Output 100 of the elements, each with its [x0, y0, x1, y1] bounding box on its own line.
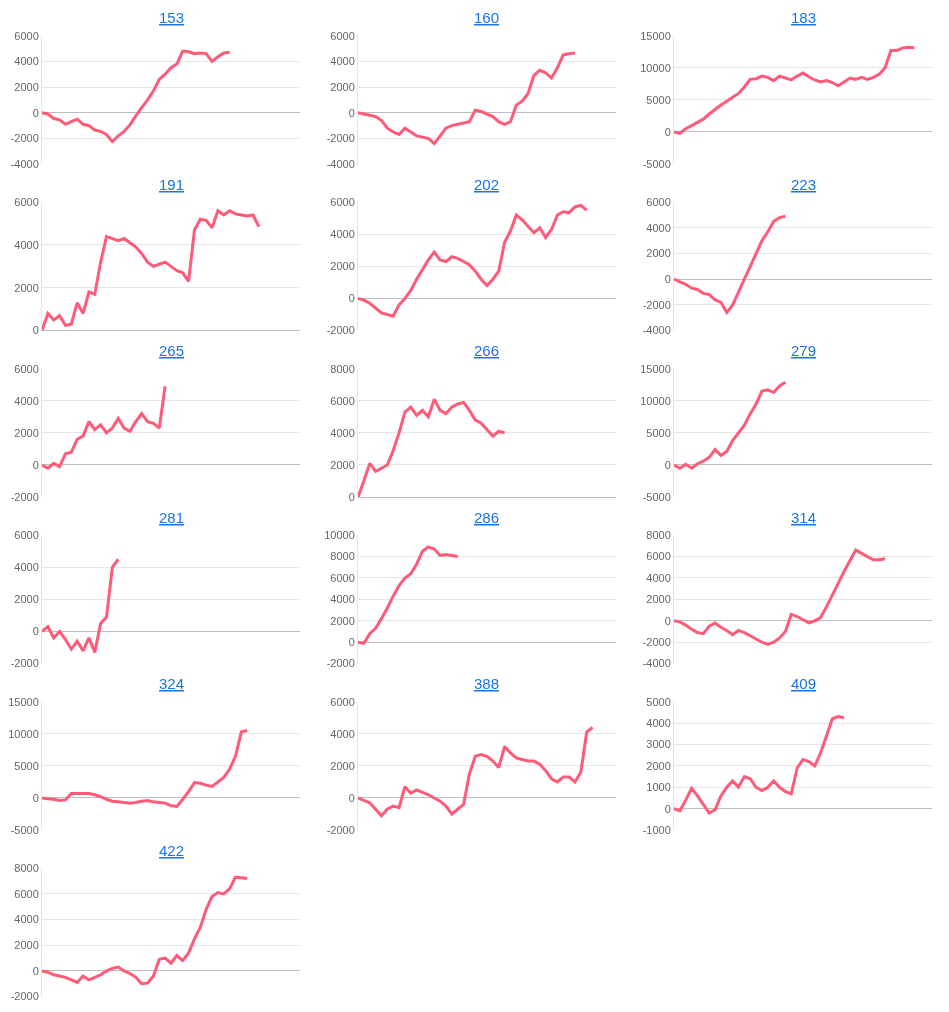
y-tick-label: 10000 — [8, 727, 39, 740]
y-tick-label: 6000 — [646, 550, 671, 563]
y-tick-label: 3000 — [646, 738, 671, 751]
chart-title: 223 — [791, 176, 817, 193]
chart-title: 183 — [791, 9, 817, 26]
y-tick-label: -2000 — [10, 132, 39, 145]
y-tick-label: 15000 — [8, 695, 39, 708]
y-tick-label: 6000 — [330, 695, 355, 708]
line-series — [358, 51, 577, 146]
y-tick-label: -1000 — [642, 823, 671, 836]
y-tick-label: 6000 — [330, 394, 355, 407]
chart-title: 202 — [474, 176, 500, 193]
line-series — [358, 725, 595, 818]
y-tick-label: -5000 — [642, 157, 671, 170]
y-tick-label: 0 — [348, 106, 355, 119]
y-tick-label: 0 — [664, 125, 671, 138]
y-tick-label: 2000 — [330, 759, 355, 772]
chart-title: 281 — [159, 509, 185, 526]
chart-title: 409 — [791, 675, 817, 692]
chart-title: 314 — [791, 509, 817, 526]
y-tick-label: 1000 — [646, 781, 671, 794]
chart-title: 422 — [159, 842, 185, 859]
y-tick-label: 6000 — [646, 196, 671, 208]
y-tick-label: 0 — [664, 458, 671, 471]
line-series — [42, 384, 167, 470]
y-tick-label: 8000 — [330, 550, 355, 563]
line-series — [674, 715, 846, 815]
line-series — [42, 729, 249, 808]
y-tick-label: 4000 — [330, 55, 355, 68]
y-tick-label: -2000 — [326, 823, 355, 836]
chart-title: 265 — [159, 342, 185, 359]
y-tick-label: 0 — [348, 292, 355, 305]
y-tick-label: 0 — [32, 458, 39, 471]
y-tick-label: 2000 — [330, 260, 355, 273]
y-tick-label: 6000 — [330, 196, 355, 208]
chart-title: 388 — [474, 675, 500, 692]
line-series — [674, 380, 787, 470]
y-tick-label: 10000 — [324, 529, 355, 541]
y-tick-label: 0 — [348, 490, 355, 503]
line-series — [42, 49, 232, 144]
y-tick-label: -4000 — [642, 657, 671, 670]
y-tick-label: -2000 — [10, 990, 39, 1003]
y-tick-label: -2000 — [642, 636, 671, 649]
y-tick-label: -2000 — [10, 657, 39, 670]
y-tick-label: 2000 — [14, 426, 39, 439]
y-tick-label: 2000 — [14, 281, 39, 294]
y-tick-label: 2000 — [14, 80, 39, 93]
y-tick-label: -4000 — [326, 157, 355, 170]
y-tick-label: 0 — [664, 802, 671, 815]
y-tick-label: 10000 — [640, 61, 671, 74]
line-series — [42, 875, 249, 986]
y-tick-label: -5000 — [10, 823, 39, 836]
y-tick-label: 6000 — [14, 196, 39, 208]
y-tick-label: 15000 — [640, 362, 671, 375]
y-tick-label: 2000 — [14, 939, 39, 952]
y-tick-label: 5000 — [646, 93, 671, 106]
y-tick-label: 5000 — [646, 426, 671, 439]
y-tick-label: 15000 — [640, 29, 671, 42]
y-tick-label: 6000 — [330, 29, 355, 42]
y-tick-label: -4000 — [642, 324, 671, 337]
chart-title: 160 — [474, 9, 500, 26]
y-tick-label: -2000 — [326, 324, 355, 337]
y-tick-label: 2000 — [646, 593, 671, 606]
y-tick-label: 0 — [32, 324, 39, 337]
y-tick-label: 2000 — [646, 247, 671, 260]
chart-title: 191 — [159, 176, 185, 193]
y-tick-label: 0 — [32, 964, 39, 977]
y-tick-label: 8000 — [330, 362, 355, 375]
y-tick-label: -2000 — [642, 298, 671, 311]
line-series — [674, 214, 787, 315]
y-tick-label: 4000 — [14, 394, 39, 407]
y-tick-label: -5000 — [642, 490, 671, 503]
y-tick-label: 0 — [664, 614, 671, 627]
y-tick-label: 6000 — [14, 29, 39, 42]
y-tick-label: 0 — [32, 625, 39, 638]
y-tick-label: 4000 — [330, 426, 355, 439]
y-tick-label: 10000 — [640, 394, 671, 407]
y-tick-label: 2000 — [330, 614, 355, 627]
y-tick-label: 4000 — [330, 727, 355, 740]
y-tick-label: 6000 — [330, 571, 355, 584]
chart-title: 153 — [159, 9, 185, 26]
y-tick-label: 0 — [664, 273, 671, 286]
y-tick-label: -2000 — [326, 657, 355, 670]
y-tick-label: 2000 — [646, 759, 671, 772]
y-tick-label: 0 — [32, 791, 39, 804]
chart-title: 279 — [791, 342, 817, 359]
y-tick-label: 0 — [348, 636, 355, 649]
y-tick-label: 4000 — [14, 238, 39, 251]
y-tick-label: 5000 — [646, 695, 671, 708]
y-tick-label: 4000 — [14, 913, 39, 926]
y-tick-label: 2000 — [330, 80, 355, 93]
y-tick-label: 6000 — [14, 529, 39, 541]
line-series — [42, 557, 120, 654]
y-tick-label: 4000 — [646, 221, 671, 234]
y-tick-label: -2000 — [10, 490, 39, 503]
line-series — [358, 203, 589, 318]
y-tick-label: 4000 — [330, 228, 355, 241]
line-series — [358, 397, 507, 498]
chart-title: 266 — [474, 342, 500, 359]
y-tick-label: 6000 — [14, 362, 39, 375]
